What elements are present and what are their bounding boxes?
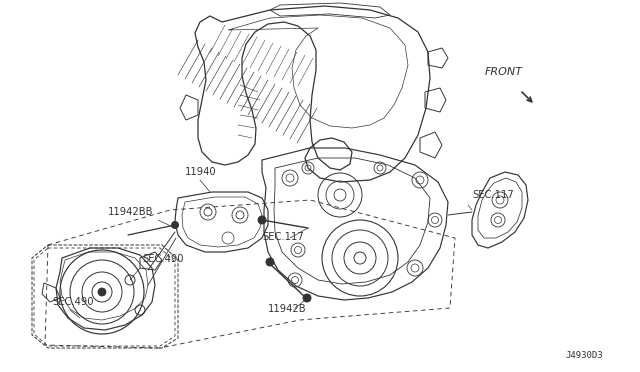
Text: J4930D3: J4930D3 xyxy=(565,351,603,360)
Text: 11942BB: 11942BB xyxy=(108,207,154,217)
Text: SEC.117: SEC.117 xyxy=(472,190,514,200)
Circle shape xyxy=(172,221,179,228)
Circle shape xyxy=(266,258,274,266)
Text: 11942B: 11942B xyxy=(268,304,307,314)
Circle shape xyxy=(258,216,266,224)
Text: FRONT: FRONT xyxy=(485,67,523,77)
Circle shape xyxy=(98,288,106,296)
Circle shape xyxy=(303,294,311,302)
Text: 11940: 11940 xyxy=(185,167,216,177)
Text: SEC.490: SEC.490 xyxy=(142,254,184,264)
Text: SEC.117: SEC.117 xyxy=(262,232,304,242)
Text: SEC.490: SEC.490 xyxy=(52,297,93,307)
